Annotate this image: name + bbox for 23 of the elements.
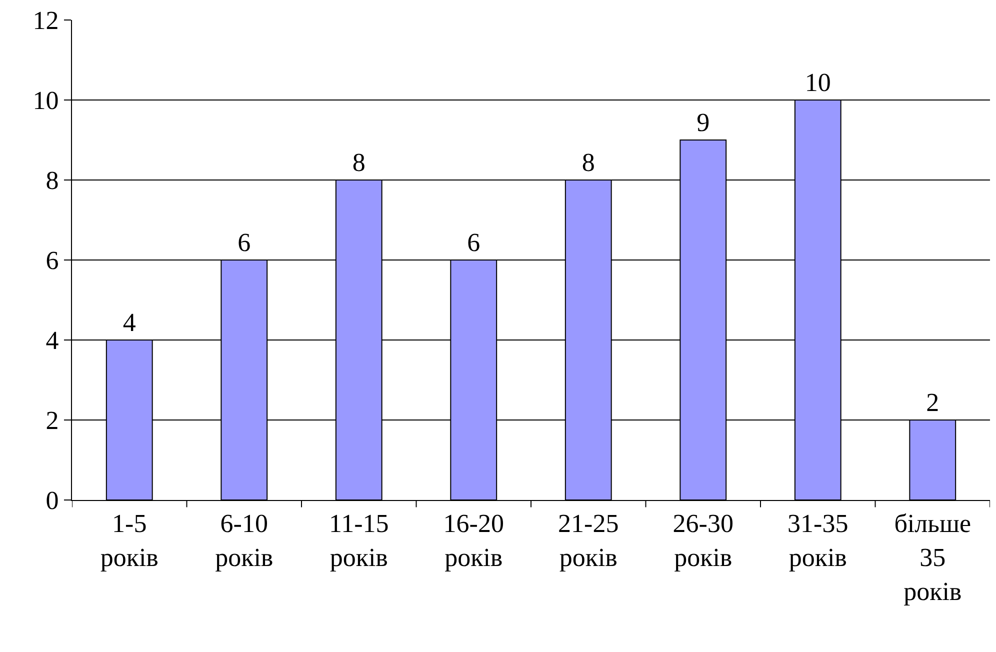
data-label: 4 xyxy=(122,308,136,337)
data-label: 6 xyxy=(467,228,480,257)
y-tick-label: 0 xyxy=(46,486,59,516)
x-tick-label: 11-15 років xyxy=(329,509,389,572)
x-tick-label: 1-5 років xyxy=(100,509,158,572)
x-tick-label: 6-10 років xyxy=(215,509,274,572)
y-tick-label: 12 xyxy=(32,6,59,36)
x-tick-label: 31-35 років xyxy=(788,509,848,572)
y-tick-label: 4 xyxy=(46,326,59,356)
y-tick-label: 2 xyxy=(46,406,59,436)
data-label: 6 xyxy=(238,228,251,257)
data-label: 8 xyxy=(582,148,595,177)
y-tick-label: 8 xyxy=(46,166,59,196)
x-tick-label: 21-25 років xyxy=(558,509,619,572)
y-tick-label: 10 xyxy=(32,86,59,116)
x-tick-label: 16-20 років xyxy=(443,509,504,572)
y-tick-label: 6 xyxy=(46,246,59,276)
data-label: 10 xyxy=(804,68,831,97)
x-tick-label: 26-30 років xyxy=(672,509,734,572)
x-tick-label: більше 35 років xyxy=(894,509,972,606)
data-label: 8 xyxy=(352,148,366,177)
data-label: 2 xyxy=(926,388,940,417)
data-label: 9 xyxy=(696,108,710,137)
